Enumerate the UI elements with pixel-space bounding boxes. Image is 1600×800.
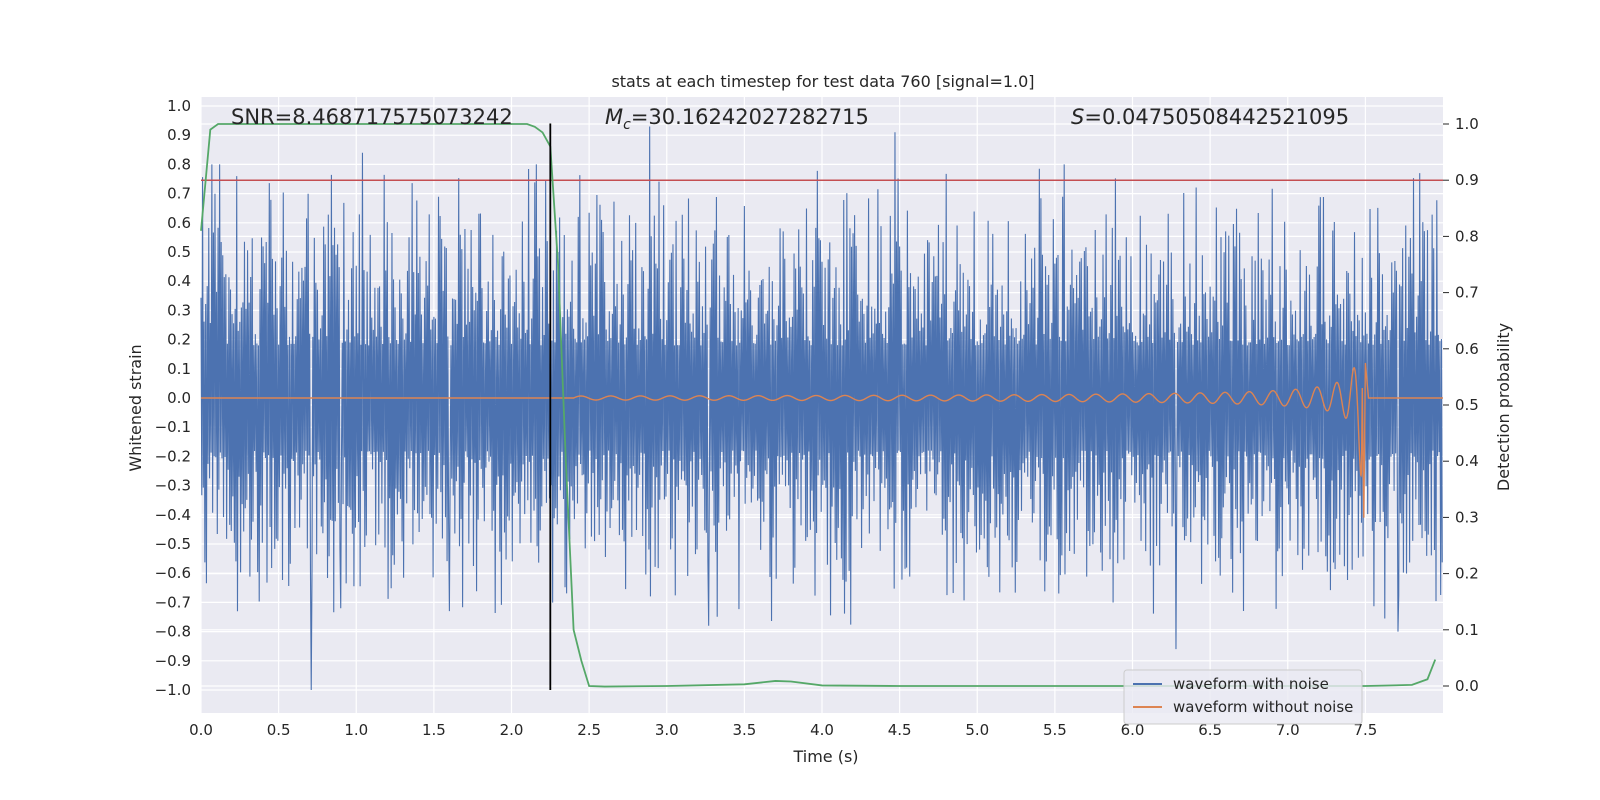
left-y-tick-label: −0.3	[155, 477, 191, 495]
mc-value: =30.16242027282715	[631, 105, 869, 129]
mc-symbol: M	[605, 105, 623, 129]
left-y-tick-label: −1.0	[155, 681, 191, 699]
x-tick-label: 7.0	[1276, 721, 1300, 739]
left-y-tick-label: 0.5	[167, 243, 191, 261]
left-y-axis-ticks: 1.0 0.9 0.8 0.7 0.6 0.5 0.4 0.3 0.2 0.1 0.0 −0.1 −0.…	[155, 97, 191, 699]
left-y-tick-label: −0.1	[155, 418, 191, 436]
left-y-tick-label: 0.2	[167, 331, 191, 349]
left-y-tick-label: 0.7	[167, 185, 191, 203]
waveform-with-noise-series	[200, 126, 1443, 691]
left-y-tick-label: 0.4	[167, 272, 191, 290]
x-axis-ticks: 0.0 0.5 1.0 1.5 2.0 2.5 3.0 3.5 4.0 4.5 5.0 5.5 6.0 6…	[189, 721, 1377, 739]
x-tick-label: 6.0	[1121, 721, 1145, 739]
chirp-mass-annotation: Mc=30.16242027282715	[605, 105, 869, 133]
left-y-tick-label: 0.0	[167, 389, 191, 407]
snr-annotation: SNR=8.468717575073242	[231, 105, 513, 129]
x-tick-label: 3.5	[732, 721, 756, 739]
x-tick-label: 2.0	[500, 721, 524, 739]
right-y-tick-label: 0.8	[1455, 227, 1479, 245]
x-tick-label: 3.0	[655, 721, 679, 739]
x-tick-label: 0.0	[189, 721, 213, 739]
right-y-tick-label: 0.6	[1455, 340, 1479, 358]
right-y-tick-label: 0.7	[1455, 284, 1479, 302]
right-y-tick-label: 0.9	[1455, 171, 1479, 189]
x-tick-label: 4.0	[810, 721, 834, 739]
right-y-tick-label: 0.1	[1455, 621, 1479, 639]
left-y-tick-label: −0.8	[155, 623, 191, 641]
x-tick-label: 1.5	[422, 721, 446, 739]
s-annotation: S=0.04750508442521095	[1071, 105, 1349, 129]
right-y-tick-label: 0.4	[1455, 452, 1479, 470]
x-axis-label: Time (s)	[792, 747, 858, 766]
legend-label-noise: waveform with noise	[1173, 675, 1329, 693]
left-y-tick-label: −0.6	[155, 564, 191, 582]
left-y-tick-label: 0.6	[167, 214, 191, 232]
left-y-axis-label: Whitened strain	[126, 344, 145, 471]
left-y-tick-label: −0.5	[155, 535, 191, 553]
left-y-tick-label: 0.3	[167, 301, 191, 319]
x-tick-label: 5.0	[965, 721, 989, 739]
right-y-tick-label: 0.2	[1455, 565, 1479, 583]
left-y-tick-label: 0.1	[167, 360, 191, 378]
left-y-tick-label: −0.2	[155, 447, 191, 465]
x-tick-label: 5.5	[1043, 721, 1067, 739]
x-tick-label: 0.5	[267, 721, 291, 739]
left-y-tick-label: 0.9	[167, 126, 191, 144]
x-tick-label: 1.0	[344, 721, 368, 739]
s-symbol: S	[1071, 105, 1084, 129]
noise-waveform-line	[200, 126, 1443, 691]
left-y-tick-label: −0.4	[155, 506, 191, 524]
right-y-axis-ticks: 1.0 0.9 0.8 0.7 0.6 0.5 0.4 0.3 0.2 0.1 0.0	[1443, 115, 1479, 695]
right-y-tick-label: 0.3	[1455, 508, 1479, 526]
left-y-tick-label: −0.7	[155, 593, 191, 611]
left-y-tick-label: −0.9	[155, 652, 191, 670]
x-tick-label: 6.5	[1198, 721, 1222, 739]
right-y-axis-label: Detection probability	[1494, 323, 1513, 491]
clean-waveform-line	[201, 362, 1443, 518]
right-y-tick-label: 0.0	[1455, 677, 1479, 695]
legend-label-clean: waveform without noise	[1173, 698, 1353, 716]
right-y-tick-label: 0.5	[1455, 396, 1479, 414]
x-tick-label: 7.5	[1353, 721, 1377, 739]
waveform-without-noise-series	[201, 362, 1443, 518]
chart-title: stats at each timestep for test data 760…	[611, 72, 1034, 91]
right-y-tick-label: 1.0	[1455, 115, 1479, 133]
left-y-tick-label: 1.0	[167, 97, 191, 115]
x-tick-label: 2.5	[577, 721, 601, 739]
x-tick-label: 4.5	[888, 721, 912, 739]
left-y-tick-label: 0.8	[167, 155, 191, 173]
mc-subscript: c	[623, 117, 631, 133]
s-value: =0.04750508442521095	[1084, 105, 1349, 129]
legend-box	[1123, 669, 1363, 725]
legend: waveform with noise waveform without noi…	[1123, 669, 1363, 725]
